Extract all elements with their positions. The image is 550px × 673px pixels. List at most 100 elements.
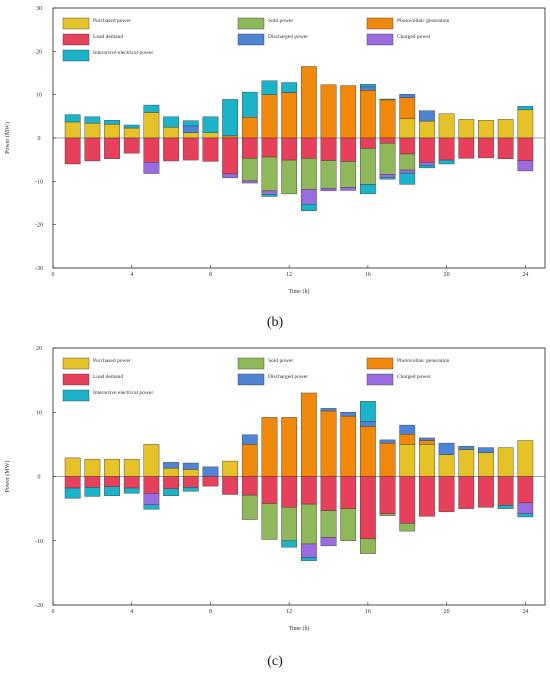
bar-interactive-h10 [241, 91, 258, 118]
bar-load-h5 [143, 137, 160, 163]
bar-discharged-h8 [202, 466, 219, 477]
bar-interactive-h12 [281, 540, 298, 548]
bar-interactive-h1 [64, 487, 81, 499]
bar-load-h2 [84, 476, 101, 488]
bar-purchased-h9 [222, 460, 238, 477]
x-tick-label: 4 [130, 609, 133, 615]
bar-discharged-h15 [340, 412, 357, 417]
bar-load-h4 [123, 476, 140, 489]
bar-interactive-h2 [84, 487, 101, 497]
legend-label-pv: Photovoltaic generation [397, 18, 450, 24]
bar-sold-h18 [399, 523, 416, 532]
legend-label-interactive: Interactive electrical power [93, 390, 153, 396]
bar-load-h20 [438, 137, 455, 161]
bar-discharged-h19 [419, 110, 435, 122]
y-tick-label: 0 [38, 475, 41, 481]
y-axis-label: Power (MW) [4, 122, 11, 154]
bar-interactive-h19 [419, 165, 435, 169]
y-tick-label: 10 [36, 93, 42, 99]
bar-purchased-h2 [84, 123, 101, 139]
bar-pv-h12 [281, 92, 298, 139]
x-tick-label: 8 [209, 272, 212, 278]
bar-charged-h15 [340, 187, 357, 191]
bar-purchased-h23 [497, 447, 514, 477]
bar-load-h15 [340, 137, 357, 162]
bar-load-h19 [419, 476, 435, 517]
bar-discharged-h14 [320, 408, 337, 412]
bar-load-h24 [517, 476, 534, 504]
legend-label-charged: Charged power [397, 34, 431, 40]
bar-load-h11 [261, 476, 278, 504]
x-tick-label: 4 [130, 272, 133, 278]
bar-load-h14 [320, 137, 337, 161]
bar-purchased-h4 [123, 127, 140, 139]
bar-purchased-h7 [182, 132, 199, 139]
bar-load-h16 [360, 476, 376, 540]
x-tick-label: 24 [522, 609, 528, 615]
bar-pv-h12 [281, 417, 298, 477]
legend-swatch-pv [366, 357, 394, 370]
bar-interactive-h9 [222, 99, 238, 137]
bar-load-h8 [202, 476, 219, 487]
legend-label-purchased: Purchased power [93, 18, 131, 24]
bar-interactive-h5 [143, 504, 160, 510]
bar-sold-h15 [340, 508, 357, 541]
x-tick-label: 16 [365, 609, 371, 615]
x-tick-label: 0 [52, 272, 55, 278]
bar-interactive-h6 [163, 116, 179, 128]
bar-charged-h14 [320, 188, 337, 192]
bar-load-h6 [163, 137, 179, 162]
bar-discharged-h7 [182, 462, 199, 470]
y-tick-label: -10 [35, 539, 43, 545]
bar-sold-h10 [241, 494, 258, 520]
bar-pv-h17 [379, 442, 396, 477]
bar-purchased-h3 [104, 458, 120, 477]
bar-load-h1 [64, 137, 81, 165]
bar-discharged-h10 [241, 434, 258, 445]
y-tick-label: 20 [36, 346, 42, 352]
bar-purchased-h21 [458, 449, 475, 477]
bar-purchased-h24 [517, 109, 534, 139]
legend-label-sold: Sold power [268, 358, 293, 364]
bar-pv-h11 [261, 94, 278, 139]
bar-pv-h16 [360, 90, 376, 139]
legend-label-sold: Sold power [268, 18, 293, 24]
y-tick-label: -20 [35, 223, 43, 229]
bar-load-h6 [163, 476, 179, 489]
bar-interactive-h24 [517, 513, 534, 518]
legend-label-discharged: Discharged power [268, 34, 308, 40]
bar-sold-h14 [320, 160, 337, 189]
bar-sold-h15 [340, 161, 357, 188]
legend-label-load: Load demand [93, 34, 123, 40]
bar-discharged-h17 [379, 439, 396, 444]
legend-swatch-load [62, 373, 90, 386]
bar-sold-h10 [241, 158, 258, 182]
bar-purchased-h20 [438, 113, 455, 139]
bar-load-h22 [478, 476, 494, 508]
bar-load-h15 [340, 476, 357, 509]
bar-load-h23 [497, 137, 514, 159]
bar-load-h10 [241, 137, 258, 159]
bar-charged-h18 [399, 169, 416, 174]
bar-charged-h14 [320, 537, 337, 547]
bar-pv-h15 [340, 85, 357, 139]
bar-interactive-h3 [104, 486, 120, 496]
bar-interactive-h17 [379, 177, 396, 180]
legend-swatch-discharged [237, 373, 265, 386]
bar-charged-h19 [419, 162, 435, 166]
bar-pv-h17 [379, 99, 396, 139]
bar-charged-h13 [300, 189, 317, 205]
y-tick-label: 0 [38, 136, 41, 142]
bar-pv-h15 [340, 415, 357, 477]
bar-pv-h18 [399, 433, 416, 445]
legend-label-purchased: Purchased power [93, 358, 131, 364]
legend-label-discharged: Discharged power [268, 374, 308, 380]
bar-interactive-h16 [360, 84, 376, 88]
bar-load-h21 [458, 476, 475, 509]
bar-load-h19 [419, 137, 435, 163]
bar-load-h3 [104, 476, 120, 487]
legend-label-pv: Photovoltaic generation [397, 358, 450, 364]
bar-load-h1 [64, 476, 81, 489]
bar-sold-h12 [281, 159, 298, 195]
bar-sold-h13 [300, 503, 317, 545]
